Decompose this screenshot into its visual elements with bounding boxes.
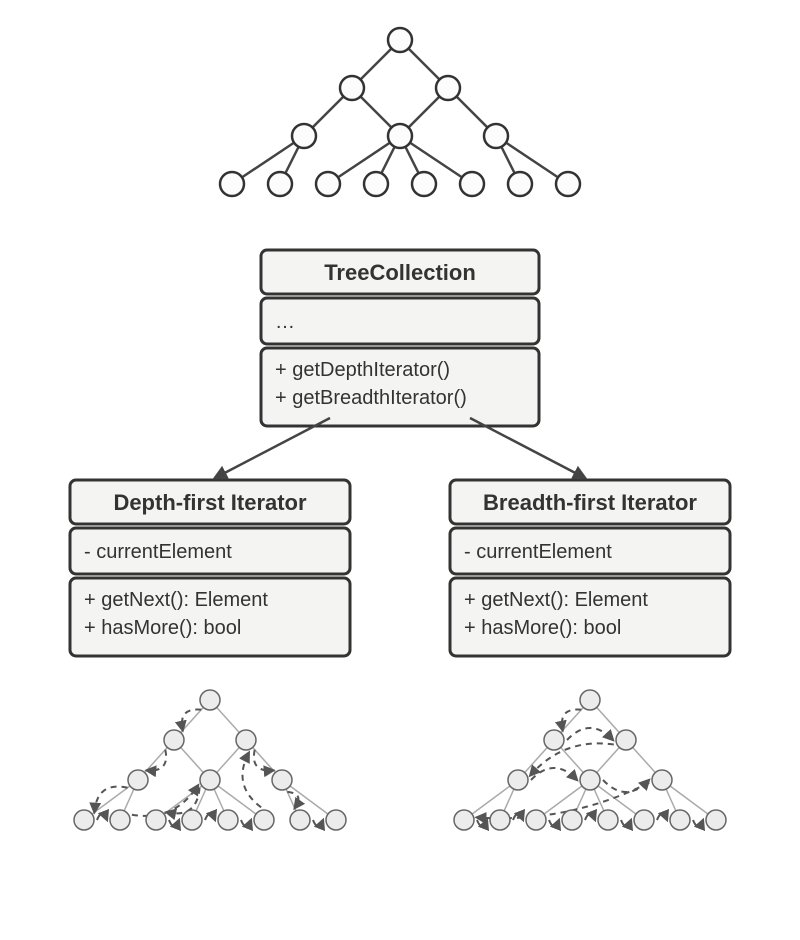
traversal-step (549, 820, 559, 826)
traversal-step (97, 814, 107, 820)
traversal-step (531, 768, 577, 780)
tree-node (526, 810, 546, 830)
uml-attribute: - currentElement (464, 541, 612, 563)
tree_collection: TreeCollection … + getDepthIterator() + get… (261, 250, 539, 426)
tree-node (508, 172, 532, 196)
breadth_iterator: Breadth-first Iterator - currentElement + … (450, 480, 730, 656)
tree-node (268, 172, 292, 196)
tree-node (340, 76, 364, 100)
tree-node (412, 172, 436, 196)
depth-first-traversal-diagram (74, 690, 346, 830)
tree-node (508, 770, 528, 790)
tree-node (200, 690, 220, 710)
tree-node (110, 810, 130, 830)
traversal-step (657, 814, 667, 820)
tree-node (74, 810, 94, 830)
tree-node (326, 810, 346, 830)
tree-node (146, 810, 166, 830)
breadth-first-traversal-diagram (454, 690, 726, 830)
uml-attribute: - currentElement (84, 541, 232, 563)
top-tree-diagram (220, 28, 580, 196)
tree-node (484, 124, 508, 148)
uml-operation: + getDepthIterator() (275, 359, 450, 381)
traversal-step (477, 820, 487, 826)
tree-node (220, 172, 244, 196)
traversal-step (241, 820, 251, 826)
tree-node (670, 810, 690, 830)
tree-node (316, 172, 340, 196)
tree-node (254, 810, 274, 830)
uml-title: Depth-first Iterator (113, 490, 307, 515)
tree-node (388, 124, 412, 148)
traversal-step (567, 728, 613, 740)
tree-node (490, 810, 510, 830)
depth_iterator: Depth-first Iterator - currentElement + ge… (70, 480, 350, 656)
traversal-step (585, 814, 595, 820)
traversal-step (603, 780, 649, 792)
tree-node (436, 76, 460, 100)
tree-node (580, 770, 600, 790)
tree-node (562, 810, 582, 830)
uml-title: TreeCollection (324, 260, 476, 285)
traversal-step (693, 820, 703, 826)
uml-operation: + hasMore(): bool (464, 617, 621, 639)
tree-node (272, 770, 292, 790)
tree-node (544, 730, 564, 750)
tree-node (580, 690, 600, 710)
uml-attribute: … (275, 311, 295, 333)
tree-node (598, 810, 618, 830)
tree-node (182, 810, 202, 830)
tree-node (634, 810, 654, 830)
tree-node (218, 810, 238, 830)
tree-node (706, 810, 726, 830)
traversal-step (242, 753, 261, 808)
tree-node (460, 172, 484, 196)
uml-operation: + hasMore(): bool (84, 617, 241, 639)
tree-node (128, 770, 148, 790)
tree-node (164, 730, 184, 750)
uml-title: Breadth-first Iterator (483, 490, 697, 515)
tree-node (388, 28, 412, 52)
tree-node (556, 172, 580, 196)
traversal-step (205, 814, 215, 820)
tree-node (236, 730, 256, 750)
uml-operation: + getNext(): Element (464, 589, 648, 611)
tree-node (292, 124, 316, 148)
uml-operation: + getBreadthIterator() (275, 387, 467, 409)
traversal-step (621, 820, 631, 826)
uml-attrs-section (261, 298, 539, 344)
traversal-step (313, 820, 323, 826)
tree-node (616, 730, 636, 750)
traversal-step (169, 820, 179, 826)
uml-operation: + getNext(): Element (84, 589, 268, 611)
tree-node (454, 810, 474, 830)
tree-node (290, 810, 310, 830)
tree-node (364, 172, 388, 196)
tree-node (652, 770, 672, 790)
tree-node (200, 770, 220, 790)
